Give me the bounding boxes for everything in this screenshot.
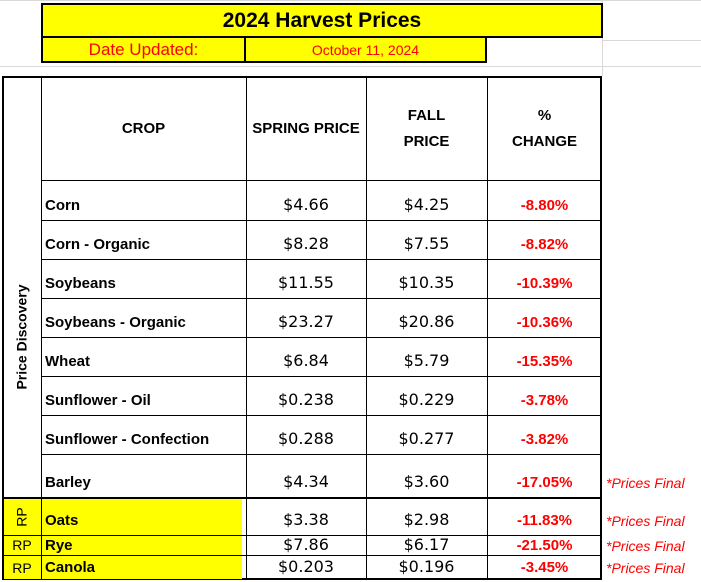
fall-price: $0.196 [398, 557, 455, 576]
header-fall-line1: FALL [407, 107, 446, 124]
spring-price: $3.38 [283, 510, 329, 529]
fall-price: $2.98 [403, 510, 450, 529]
row-divider [41, 298, 602, 299]
col-divider-4 [487, 78, 488, 580]
fall-price: $4.25 [403, 195, 450, 214]
rp-marker: RP [12, 559, 32, 576]
crop-name: Soybeans [45, 275, 116, 292]
percent-change: -21.50% [516, 537, 573, 554]
row-divider [41, 220, 602, 221]
row-divider [3, 535, 602, 536]
row-divider [41, 454, 602, 455]
crop-name: Canola [45, 559, 96, 576]
fall-price: $3.60 [403, 472, 450, 491]
row-divider [41, 376, 602, 377]
crop-name: Wheat [45, 353, 90, 370]
oats-highlight [4, 498, 242, 535]
spring-price: $4.34 [283, 472, 329, 491]
prices-final-note: *Prices Final [606, 513, 685, 529]
rye-highlight [4, 535, 242, 555]
header-fall-line2: PRICE [403, 133, 450, 150]
percent-change: -8.80% [520, 197, 569, 214]
prices-final-note: *Prices Final [606, 538, 685, 554]
header-spring-price: SPRING PRICE [252, 120, 360, 137]
fall-price: $5.79 [403, 351, 450, 370]
percent-change: -10.36% [516, 314, 573, 331]
fall-price: $7.55 [403, 234, 450, 253]
fall-price: $20.86 [398, 312, 455, 331]
spring-price: $23.27 [278, 312, 334, 331]
crop-name: Barley [45, 474, 91, 491]
row-divider [3, 497, 602, 499]
percent-change: -8.82% [520, 236, 569, 253]
date-updated-label: Date Updated: [41, 38, 246, 63]
crop-name: Corn [45, 197, 80, 214]
header-fall-price: FALL PRICE [366, 78, 487, 180]
rp-marker: RP [12, 537, 32, 553]
spring-price: $4.66 [283, 195, 329, 214]
page-title: 2024 Harvest Prices [41, 3, 603, 38]
crop-name: Sunflower - Confection [45, 431, 210, 448]
row-divider [3, 555, 602, 556]
rp-marker: RP [13, 507, 30, 527]
spring-price: $7.86 [283, 535, 329, 554]
spring-price: $0.203 [278, 557, 334, 576]
header-change-line2: CHANGE [511, 133, 577, 150]
spring-price: $6.84 [283, 351, 329, 370]
percent-change: -3.82% [520, 431, 569, 448]
canola-highlight [4, 555, 242, 579]
crop-name: Corn - Organic [45, 236, 151, 253]
spring-price: $0.238 [278, 390, 334, 409]
fall-price: $10.35 [398, 273, 455, 292]
crop-name: Rye [45, 537, 73, 554]
spring-price: $0.288 [278, 429, 334, 448]
header-percent-change: % CHANGE [487, 78, 602, 180]
percent-change: -10.39% [516, 275, 573, 292]
date-updated-value: October 11, 2024 [246, 38, 487, 63]
percent-change: -3.45% [520, 559, 569, 576]
prices-final-note: *Prices Final [606, 560, 685, 576]
row-divider [41, 337, 602, 338]
header-change-line1: % [537, 107, 552, 124]
spring-price: $11.55 [278, 273, 334, 292]
row-divider [41, 415, 602, 416]
row-divider [41, 180, 602, 181]
percent-change: -11.83% [516, 512, 573, 529]
crop-name: Oats [45, 512, 79, 529]
spring-price: $8.28 [283, 234, 329, 253]
percent-change: -3.78% [520, 392, 569, 409]
col-divider-3 [366, 78, 367, 580]
row-divider [41, 259, 602, 260]
fall-price: $0.229 [398, 390, 455, 409]
table-frame [2, 76, 602, 580]
prices-final-note: *Prices Final [606, 475, 685, 491]
percent-change: -17.05% [516, 474, 573, 491]
header-crop: CROP [121, 120, 166, 137]
col-divider-1 [41, 78, 42, 580]
price-discovery-label: Price Discovery [14, 284, 31, 390]
crop-name: Sunflower - Oil [45, 392, 151, 409]
crop-name: Soybeans - Organic [45, 314, 186, 331]
fall-price: $0.277 [398, 429, 455, 448]
percent-change: -15.35% [516, 353, 573, 370]
fall-price: $6.17 [403, 535, 450, 554]
col-divider-2 [246, 78, 247, 580]
